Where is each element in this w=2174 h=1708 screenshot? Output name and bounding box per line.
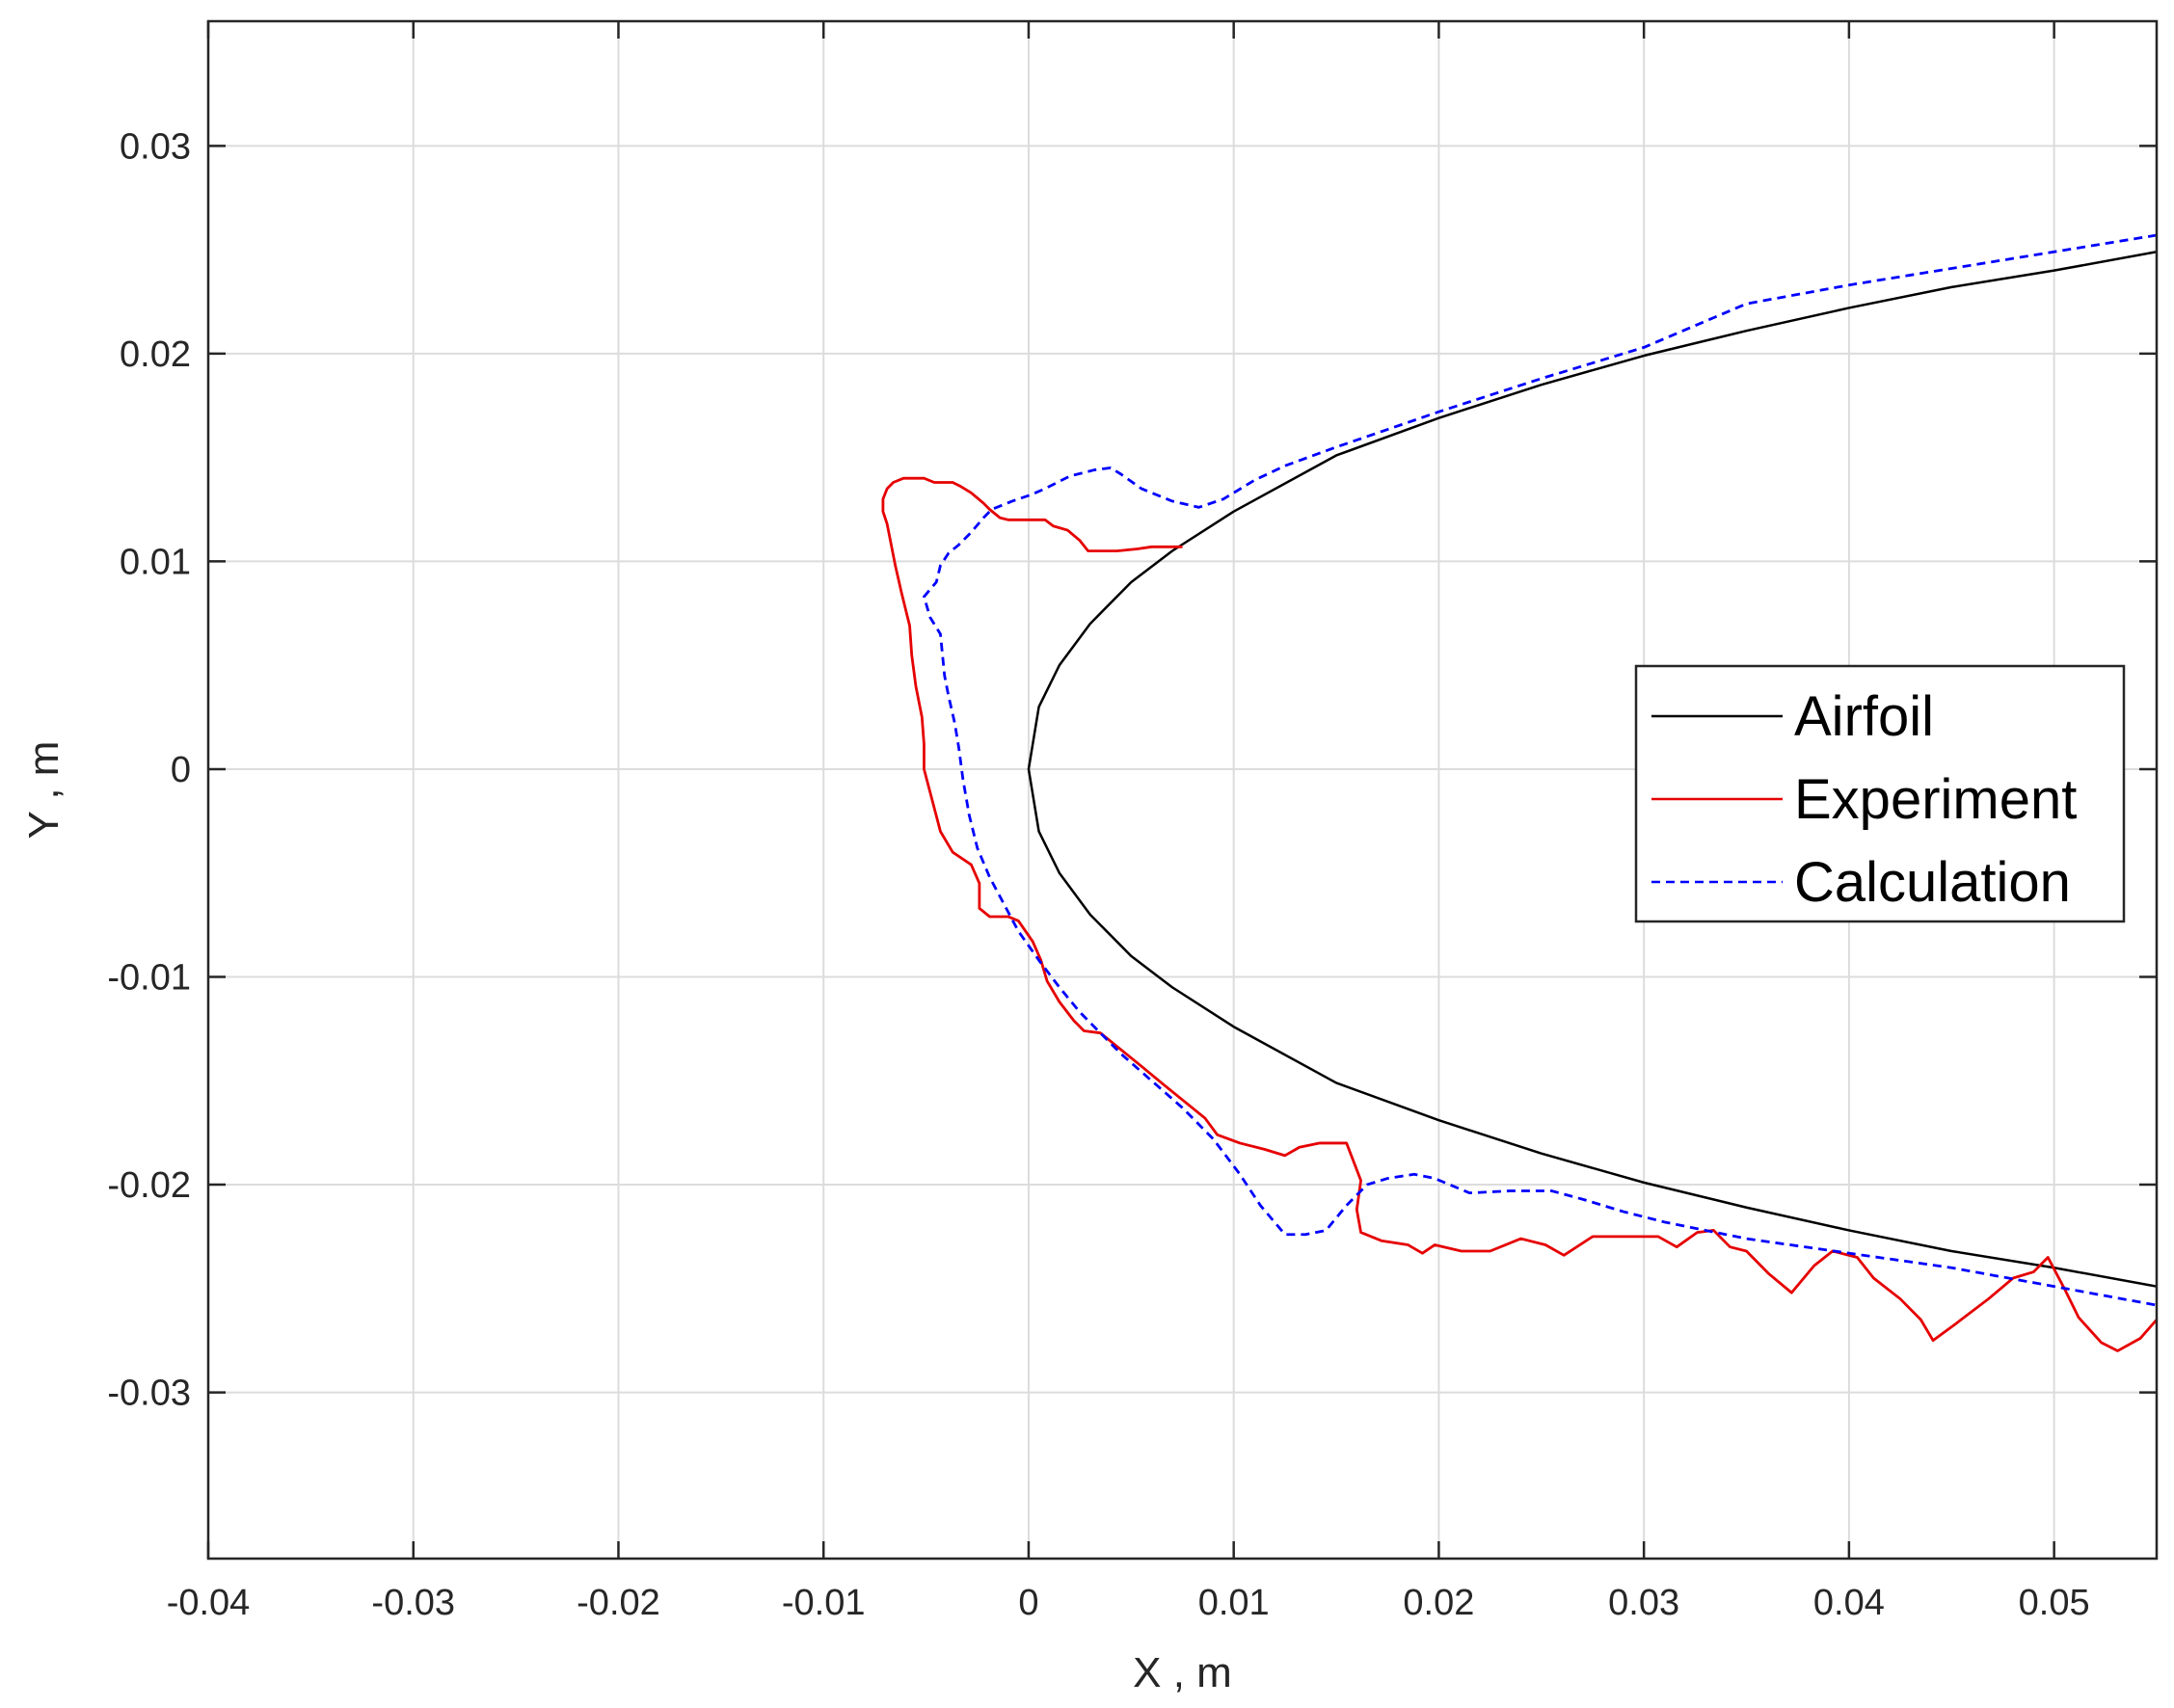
y-tick-label: 0.02 [120,334,191,375]
x-tick-label: -0.01 [782,1583,866,1623]
x-tick-label: 0.03 [1608,1583,1679,1623]
y-tick-label: -0.03 [107,1374,191,1414]
y-axis-label: Y , m [20,741,67,840]
series-line-airfoil [1027,251,2157,1288]
x-tick-label: 0.02 [1403,1583,1474,1623]
y-tick-label: 0 [171,750,191,790]
y-tick-label: 0.03 [120,126,191,167]
x-tick-label: -0.03 [371,1583,455,1623]
legend-label-airfoil: Airfoil [1794,685,1934,748]
x-tick-labels: -0.04 -0.03 -0.02 -0.01 0 0.01 0.02 0.03 0.04 0.0… [167,1583,2090,1623]
plot-series [881,233,2157,1352]
y-tick-label: -0.01 [107,957,191,998]
legend-label-calculation: Calculation [1794,851,2071,914]
axes-box [206,19,2159,1561]
legend: Airfoil Experiment Calculation [1634,664,2126,923]
series-line-calculation [923,233,2157,1307]
x-tick-label: 0.04 [1813,1583,1885,1623]
x-tick-label: -0.04 [167,1583,251,1623]
y-tick-labels: -0.03 -0.02 -0.01 0 0.01 0.02 0.03 [107,126,191,1413]
legend-box [1634,664,2126,923]
y-tick-label: 0.01 [120,542,191,582]
x-tick-label: 0.05 [2019,1583,2090,1623]
x-tick-label: 0 [1018,1583,1038,1623]
x-tick-label: 0.01 [1198,1583,1270,1623]
x-axis-label: X , m [1133,1649,1232,1696]
legend-label-experiment: Experiment [1794,768,2077,831]
y-tick-label: -0.02 [107,1165,191,1206]
x-tick-label: -0.02 [577,1583,660,1623]
series-line-experiment [881,476,2157,1352]
tick-marks [206,21,2157,1559]
